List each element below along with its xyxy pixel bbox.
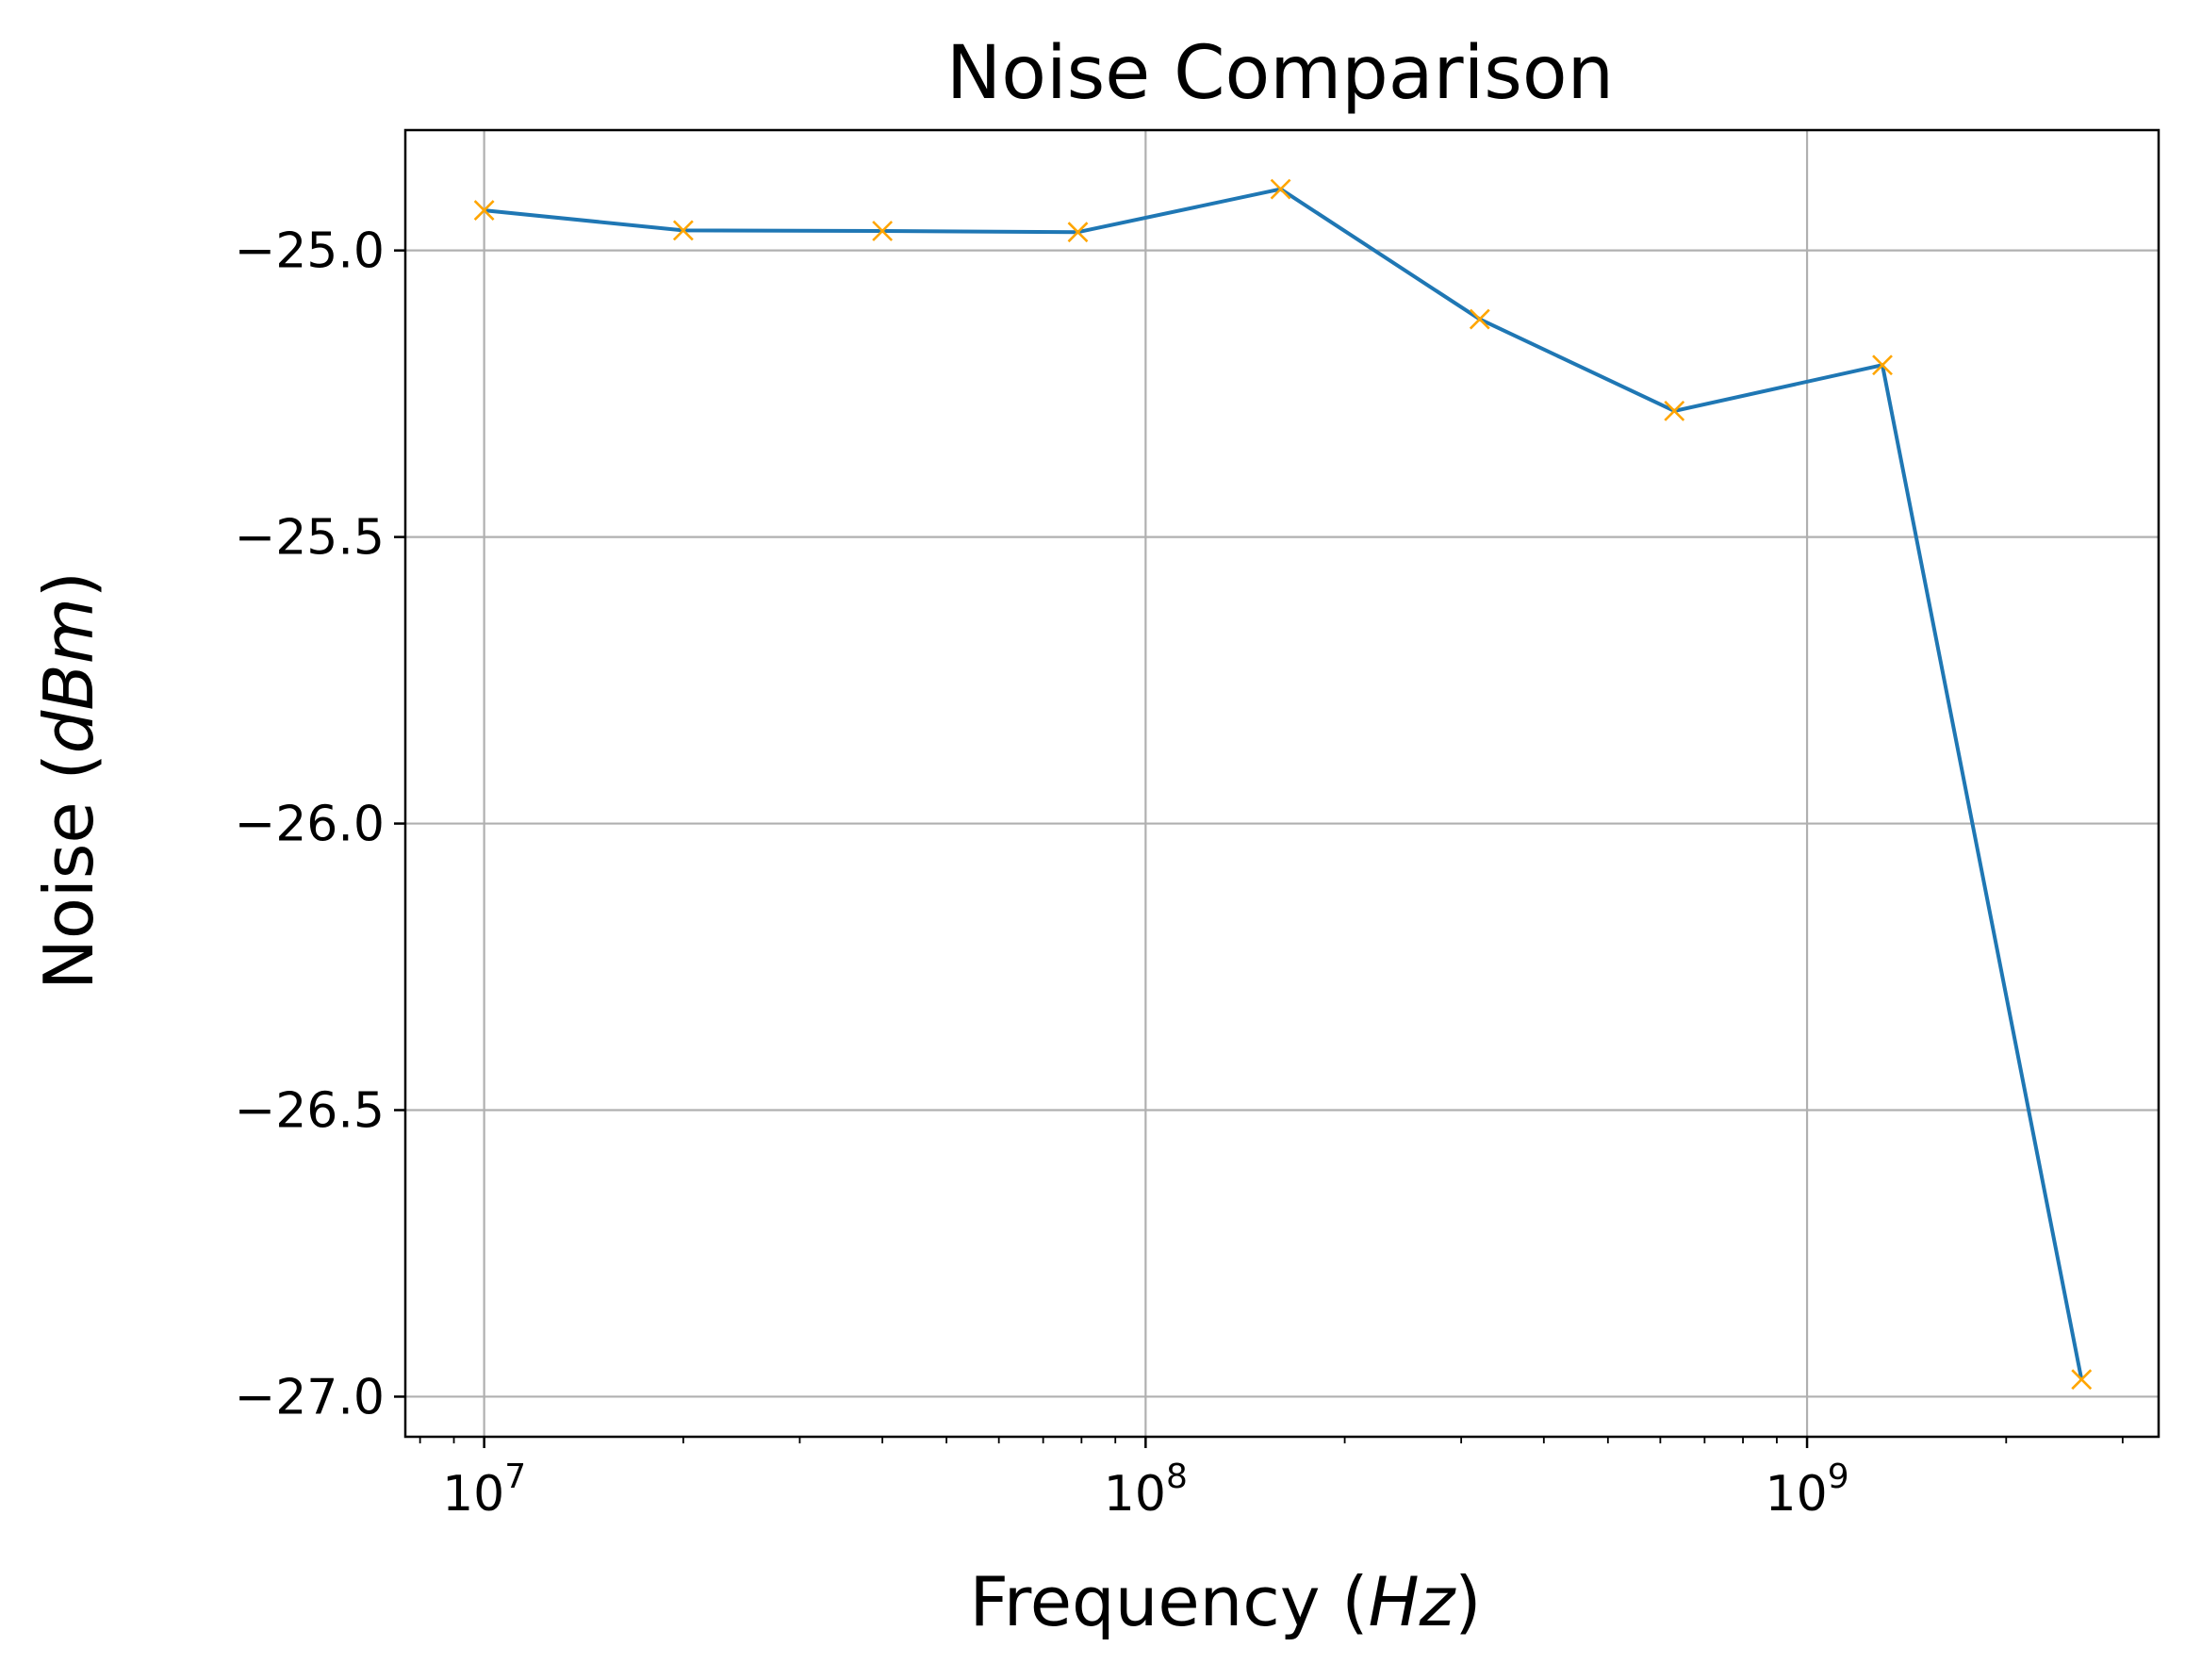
x-tick-label-base: 10 [1104,1466,1166,1523]
data-point-marker [672,220,694,241]
data-point-marker [1270,178,1291,200]
x-tick-label-base: 10 [1766,1466,1828,1523]
data-point-marker [1067,222,1089,243]
x-axis-label-close-paren: ) [1454,1562,1481,1641]
x-tick-label-base: 10 [442,1466,504,1523]
x-tick-label: 108 [1104,1458,1188,1523]
chart-title: Noise Comparison [946,31,1614,116]
x-tick-label-exponent: 8 [1166,1458,1188,1496]
y-axis-label-close-paren: ) [29,571,108,598]
marker-stroke [1270,178,1291,200]
y-tick-label: −26.0 [235,797,385,853]
grid-lines [405,130,2159,1437]
x-axis-label: Frequency (Hz) [970,1562,1482,1641]
marker-stroke [672,220,694,241]
x-tick-label: 109 [1766,1458,1849,1523]
y-tick-label: −25.5 [235,510,385,567]
marker-stroke [1469,308,1490,330]
x-axis-label-open-paren: ( [1320,1562,1368,1641]
plot-frame [403,128,2160,1439]
data-point-marker [1872,354,1893,376]
marker-stroke [1872,354,1893,376]
x-tick-label: 107 [442,1458,526,1523]
data-point-marker [872,221,894,241]
y-axis-label-open-paren: ( [29,753,108,801]
marker-stroke [872,221,894,241]
marker-stroke [1664,400,1685,421]
y-axis-label-text: Noise [29,801,108,990]
series-group [473,178,2093,1391]
data-point-marker [2071,1369,2093,1391]
x-tick-label-exponent: 9 [1828,1458,1849,1496]
marker-stroke [1067,222,1089,243]
data-point-marker [473,200,495,222]
marker-stroke [2071,1369,2093,1391]
data-point-marker [1469,308,1490,330]
y-tick-label: −25.0 [235,223,385,280]
x-tick-label-exponent: 7 [504,1458,526,1496]
x-axis-label-text: Frequency [970,1562,1321,1641]
marker-stroke [473,200,495,222]
x-axis-unit: Hz [1368,1562,1456,1641]
y-axis-label: Noise (dBm) [29,571,108,990]
y-tick-label: −26.5 [235,1083,385,1140]
y-tick-label: −27.0 [235,1369,385,1425]
y-axis-unit: dBm [29,598,108,753]
data-point-marker [1664,400,1685,421]
